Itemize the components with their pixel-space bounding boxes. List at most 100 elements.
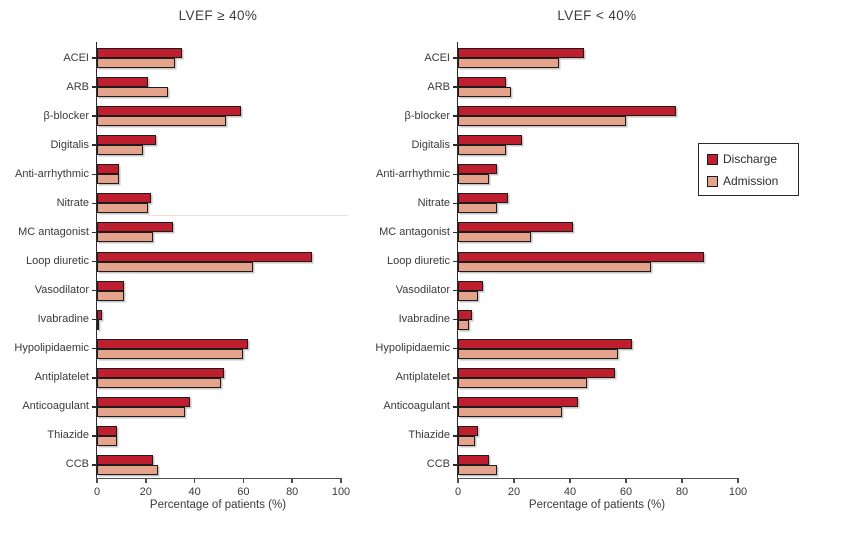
y-axis-tick	[92, 144, 97, 147]
admission-bar	[458, 87, 512, 98]
category-label: Anti-arrhythmic	[15, 167, 89, 180]
discharge-bar	[97, 396, 190, 407]
discharge-bar	[97, 425, 117, 436]
admission-bar	[458, 435, 475, 446]
admission-bar	[97, 319, 100, 330]
y-axis-tick	[92, 173, 97, 176]
x-tick-label: 20	[507, 486, 521, 498]
y-axis-tick	[453, 173, 458, 176]
category-label: CCB	[426, 458, 450, 471]
legend-label-admission: Admission	[723, 174, 779, 188]
discharge-bar	[97, 164, 119, 175]
category-label: Ivabradine	[37, 313, 89, 326]
x-axis-tick	[457, 478, 459, 483]
discharge-bar	[97, 251, 312, 262]
y-axis-tick	[453, 144, 458, 147]
category-label: Antiplatelet	[34, 371, 89, 384]
category-label: β-blocker	[43, 109, 89, 122]
y-axis-tick	[453, 115, 458, 117]
admission-bar	[458, 58, 559, 69]
y-axis-tick	[453, 57, 458, 59]
y-axis-tick	[453, 318, 458, 321]
x-tick-label: 0	[454, 486, 462, 498]
y-axis-tick	[453, 376, 458, 379]
admission-bar	[458, 174, 489, 185]
category-label: Loop diuretic	[387, 255, 450, 267]
y-axis-tick	[453, 202, 458, 205]
admission-bar	[458, 377, 587, 388]
x-tick-label: 80	[286, 486, 299, 498]
admission-bar	[458, 116, 626, 127]
category-label: Digitalis	[411, 138, 450, 151]
x-axis-tick	[737, 478, 739, 483]
y-axis-tick	[453, 260, 458, 263]
category-label: ACEI	[63, 51, 89, 64]
y-axis-tick	[92, 86, 97, 88]
y-axis-tick	[92, 464, 97, 466]
plot-area-lvef-ge-40: ACEI ARB β-blocker Digitalis Anti-arrhythmic…	[14, 42, 350, 498]
y-axis-tick	[92, 202, 97, 205]
discharge-bar	[97, 193, 151, 204]
admission-bar	[97, 58, 176, 69]
category-label: Digitalis	[50, 138, 89, 151]
discharge-bar	[458, 425, 478, 436]
x-tick-label: 20	[139, 486, 152, 498]
admission-bar	[458, 464, 498, 475]
admission-bar	[97, 261, 254, 272]
y-axis-tick	[92, 115, 97, 117]
category-label: CCB	[65, 458, 89, 471]
admission-bar	[458, 203, 498, 214]
admission-bar	[97, 406, 185, 417]
chart-title-lvef-lt-40: LVEF < 40%	[557, 8, 637, 23]
category-label: Ivabradine	[398, 313, 450, 326]
y-axis-tick	[92, 57, 97, 59]
x-axis-tick	[625, 478, 627, 483]
legend: Discharge Admission	[698, 143, 799, 196]
admission-bar	[97, 464, 158, 475]
discharge-bar	[97, 454, 154, 465]
discharge-bar	[458, 367, 615, 378]
discharge-bar	[458, 309, 472, 320]
category-label: Nitrate	[56, 196, 89, 209]
x-axis-tick	[193, 478, 196, 483]
discharge-bar	[458, 164, 498, 175]
admission-bar	[97, 203, 149, 214]
category-label: Anticoagulant	[22, 400, 89, 413]
category-label: Thiazide	[47, 429, 89, 442]
discharge-bar	[97, 280, 124, 291]
admission-swatch	[707, 175, 718, 187]
discharge-bar	[458, 77, 506, 88]
y-axis-tick	[92, 260, 97, 263]
y-axis-tick	[92, 289, 97, 292]
x-axis-tick	[569, 478, 571, 483]
x-axis-label: Percentage of patients (%)	[149, 499, 287, 511]
discharge-bar	[97, 367, 224, 378]
discharge-bar	[458, 338, 632, 349]
discharge-bar	[97, 338, 249, 349]
y-axis-tick	[453, 347, 458, 350]
category-label: Vasodilator	[395, 284, 450, 297]
discharge-bar	[97, 77, 149, 88]
category-label: Nitrate	[417, 196, 450, 209]
y-axis-tick	[92, 376, 97, 379]
x-axis-tick	[340, 478, 342, 483]
discharge-bar	[458, 106, 677, 117]
x-tick-label: 100	[331, 486, 351, 498]
category-label: Anticoagulant	[383, 400, 450, 413]
y-axis-tick	[453, 86, 458, 88]
x-tick-label: 100	[728, 486, 748, 498]
x-tick-label: 40	[563, 486, 577, 498]
discharge-bar	[97, 106, 241, 117]
x-axis-tick	[242, 478, 245, 483]
admission-bar	[97, 232, 154, 243]
y-axis-tick	[92, 318, 97, 321]
legend-item-admission: Admission	[707, 174, 798, 188]
legend-item-discharge: Discharge	[707, 152, 798, 166]
admission-bar	[97, 116, 227, 127]
admission-bar	[97, 174, 119, 185]
discharge-bar	[458, 135, 523, 146]
category-label: Hypolipidaemic	[375, 342, 450, 355]
discharge-bar	[458, 222, 573, 233]
admission-bar	[458, 232, 531, 243]
discharge-swatch	[707, 153, 718, 165]
